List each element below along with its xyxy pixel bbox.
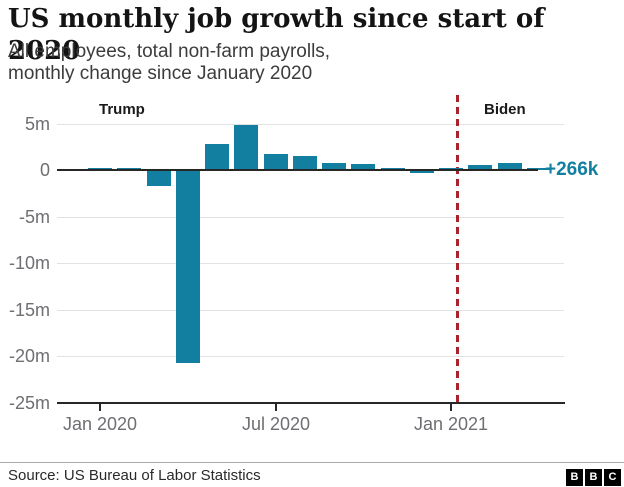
bar-aug-2020 bbox=[293, 156, 317, 170]
y-axis-label--5m: -5m bbox=[19, 207, 50, 227]
bar-dec-2020 bbox=[410, 170, 434, 173]
bbc-logo-block-2: B bbox=[585, 469, 602, 486]
gridline--5m bbox=[57, 217, 564, 218]
footer-divider bbox=[0, 462, 624, 463]
y-axis-label-0: 0 bbox=[39, 160, 50, 180]
y-axis-label-5m: 5m bbox=[24, 114, 50, 134]
bar-apr-2020 bbox=[176, 170, 200, 363]
x-axis-tick-jul-2020 bbox=[275, 404, 277, 411]
x-axis-label-jul-2020: Jul 2020 bbox=[241, 414, 311, 434]
bar-may-2020 bbox=[205, 144, 229, 170]
term-divider-dashed-line bbox=[456, 95, 459, 403]
biden-label: Biden bbox=[484, 101, 526, 118]
y-axis-label--10m: -10m bbox=[8, 253, 50, 273]
y-axis-label--15m: -15m bbox=[8, 300, 50, 320]
y-axis-label--25m: -25m bbox=[8, 393, 50, 413]
gridline--15m bbox=[57, 310, 564, 311]
bottom-axis-line bbox=[57, 402, 565, 404]
bbc-logo-block-1: B bbox=[566, 469, 583, 486]
bar-mar-2020 bbox=[147, 170, 171, 186]
y-axis-label--20m: -20m bbox=[8, 346, 50, 366]
gridline--20m bbox=[57, 356, 564, 357]
x-axis-label-jan-2021: Jan 2021 bbox=[413, 414, 489, 434]
bbc-logo: B B C bbox=[566, 469, 621, 486]
x-axis-label-jan-2020: Jan 2020 bbox=[62, 414, 138, 434]
trump-label: Trump bbox=[99, 101, 145, 118]
bar-apr-2021 bbox=[527, 168, 551, 170]
bar-sep-2020 bbox=[322, 163, 346, 170]
bar-oct-2020 bbox=[351, 164, 375, 170]
latest-value-label: +266k bbox=[545, 159, 599, 180]
bar-jul-2020 bbox=[264, 154, 288, 170]
bbc-logo-block-3: C bbox=[604, 469, 621, 486]
bar-jun-2020 bbox=[234, 125, 258, 170]
zero-axis-line bbox=[57, 169, 538, 171]
source-text: Source: US Bureau of Labor Statistics bbox=[8, 467, 261, 484]
x-axis-tick-jan-2021 bbox=[450, 404, 452, 411]
x-axis-tick-jan-2020 bbox=[99, 404, 101, 411]
gridline--10m bbox=[57, 263, 564, 264]
chart-title: US monthly job growth since start of 202… bbox=[8, 4, 545, 66]
gridline-5m bbox=[57, 124, 564, 125]
bar-mar-2021 bbox=[498, 163, 522, 170]
chart-subtitle: All employees, total non-farm payrolls, … bbox=[8, 41, 331, 84]
bar-feb-2021 bbox=[468, 165, 492, 170]
